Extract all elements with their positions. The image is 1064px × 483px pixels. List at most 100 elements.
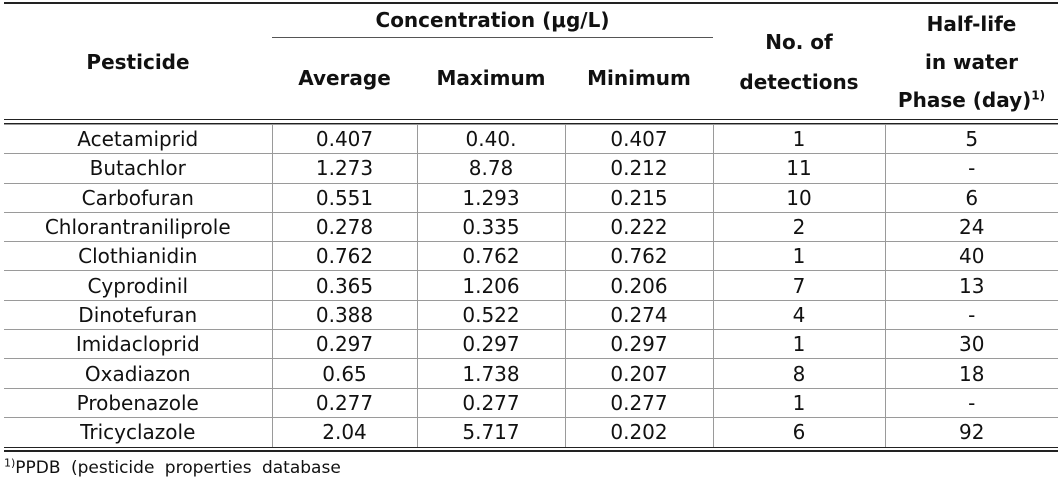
- cell-pesticide: Imidacloprid: [4, 329, 272, 360]
- table-row: Imidacloprid 0.297 0.297 0.297 1 30: [4, 329, 1058, 360]
- cell-minimum: 0.207: [564, 358, 713, 389]
- header-detections: No. of detections: [713, 2, 886, 119]
- table-row: Tricyclazole 2.04 5.717 0.202 6 92: [4, 417, 1058, 447]
- cell-detections: 1: [712, 241, 885, 272]
- header-maximum: Maximum: [436, 66, 546, 91]
- cell-halflife: 40: [884, 241, 1058, 272]
- cell-maximum: 0.522: [416, 300, 565, 331]
- cell-minimum: 0.212: [564, 153, 713, 184]
- header-minimum: Minimum: [587, 66, 691, 91]
- cell-average: 0.278: [271, 212, 417, 243]
- cell-maximum: 8.78: [416, 153, 565, 184]
- cell-maximum: 1.738: [416, 358, 565, 389]
- cell-pesticide: Butachlor: [4, 153, 272, 184]
- table-row: Carbofuran 0.551 1.293 0.215 10 6: [4, 183, 1058, 213]
- cell-maximum: 1.293: [416, 183, 565, 213]
- cell-pesticide: Oxadiazon: [4, 358, 272, 389]
- cell-halflife: 13: [884, 270, 1058, 301]
- cell-minimum: 0.202: [564, 417, 713, 447]
- header-concentration-group: Concentration (μg/L): [272, 2, 714, 38]
- cell-average: 0.365: [271, 270, 417, 301]
- pesticide-table-container: Pesticide Concentration (μg/L) No. of de…: [4, 2, 1059, 478]
- cell-halflife: 6: [884, 183, 1058, 213]
- cell-average: 2.04: [271, 417, 417, 447]
- header-halflife: Half-life in water Phase (day)1): [885, 2, 1059, 119]
- table-row: Chlorantraniliprole 0.278 0.335 0.222 2 24: [4, 212, 1058, 243]
- cell-minimum: 0.407: [564, 123, 713, 155]
- header-detections-line1: No. of: [765, 29, 833, 54]
- header-halflife-line3: Phase (day): [897, 87, 1032, 112]
- table-row: Clothianidin 0.762 0.762 0.762 1 40: [4, 241, 1058, 272]
- cell-minimum: 0.215: [564, 183, 713, 213]
- cell-halflife: 30: [884, 329, 1058, 360]
- table-row: Cyprodinil 0.365 1.206 0.206 7 13: [4, 270, 1058, 301]
- cell-detections: 10: [712, 183, 885, 213]
- cell-detections: 1: [712, 388, 885, 418]
- cell-halflife: -: [884, 300, 1058, 331]
- table-body: Acetamiprid 0.407 0.40. 0.407 1 5 Butachlor 1.2…: [4, 123, 1058, 447]
- table-row: Dinotefuran 0.388 0.522 0.274 4-: [4, 300, 1058, 331]
- cell-detections: 1: [712, 123, 885, 155]
- cell-pesticide: Chlorantraniliprole: [4, 212, 272, 243]
- cell-minimum: 0.274: [564, 300, 713, 331]
- cell-halflife: 24: [884, 212, 1058, 243]
- cell-detections: 4: [712, 300, 885, 331]
- cell-halflife: 5: [884, 123, 1058, 155]
- cell-average: 0.388: [271, 300, 417, 331]
- cell-maximum: 5.717: [416, 417, 565, 447]
- footnote-text: PPDB (pesticide properties database: [15, 457, 341, 478]
- pesticide-concentration-table: Pesticide Concentration (μg/L) No. of de…: [4, 2, 1059, 119]
- cell-detections: 6: [712, 417, 885, 447]
- header-halflife-line3-wrap: Phase (day)1): [885, 81, 1058, 119]
- cell-detections: 2: [712, 212, 885, 243]
- header-average: Average: [298, 66, 391, 91]
- table-row: Oxadiazon 0.65 1.738 0.207 8 18: [4, 358, 1058, 389]
- cell-halflife: -: [884, 388, 1058, 418]
- header-pesticide: Pesticide: [4, 2, 272, 119]
- header-halflife-line1: Half-life: [926, 11, 1017, 36]
- cell-maximum: 0.297: [416, 329, 565, 360]
- cell-pesticide: Clothianidin: [4, 241, 272, 272]
- cell-minimum: 0.222: [564, 212, 713, 243]
- cell-average: 1.273: [271, 153, 417, 184]
- cell-minimum: 0.206: [564, 270, 713, 301]
- cell-minimum: 0.277: [564, 388, 713, 418]
- cell-maximum: 0.335: [416, 212, 565, 243]
- table-row: Acetamiprid 0.407 0.40. 0.407 1 5: [4, 123, 1058, 155]
- table-row: Butachlor 1.273 8.78 0.212 11-: [4, 153, 1058, 184]
- cell-detections: 11: [712, 153, 885, 184]
- header-detections-line2: detections: [739, 69, 859, 94]
- cell-pesticide: Tricyclazole: [80, 420, 196, 445]
- cell-maximum: 0.40.: [416, 123, 565, 155]
- table-row: Probenazole 0.277 0.277 0.277 1-: [4, 388, 1058, 418]
- cell-average: 0.762: [271, 241, 417, 272]
- table-header: Pesticide Concentration (μg/L) No. of de…: [4, 2, 1059, 119]
- cell-detections: 1: [712, 329, 885, 360]
- cell-detections: 7: [712, 270, 885, 301]
- cell-pesticide: Dinotefuran: [4, 300, 272, 331]
- cell-minimum: 0.762: [564, 241, 713, 272]
- cell-maximum: 0.762: [416, 241, 565, 272]
- header-double-rule: [4, 119, 1058, 124]
- cell-halflife: -: [884, 153, 1058, 184]
- header-halflife-footnote-marker: 1): [1031, 87, 1046, 102]
- cell-detections: 8: [712, 358, 885, 389]
- footnote-marker: 1): [4, 456, 16, 470]
- header-halflife-line2: in water: [925, 49, 1019, 74]
- cell-maximum: 0.277: [416, 388, 565, 418]
- cell-average: 0.297: [271, 329, 417, 360]
- footnote: 1)PPDB (pesticide properties database: [4, 456, 1058, 478]
- cell-pesticide: Carbofuran: [4, 183, 272, 213]
- cell-pesticide: Cyprodinil: [4, 270, 272, 301]
- pesticide-data-table: Acetamiprid 0.407 0.40. 0.407 1 5 Butachlor 1.2…: [4, 123, 1058, 447]
- cell-average: 0.551: [271, 183, 417, 213]
- cell-halflife: 18: [884, 358, 1058, 389]
- cell-average: 0.277: [271, 388, 417, 418]
- cell-pesticide: Acetamiprid: [4, 123, 272, 155]
- cell-average: 0.65: [271, 358, 417, 389]
- footer-double-rule: [4, 446, 1058, 452]
- cell-average: 0.407: [271, 123, 417, 155]
- cell-minimum: 0.297: [564, 329, 713, 360]
- cell-halflife: 92: [884, 417, 1058, 447]
- cell-maximum: 1.206: [416, 270, 565, 301]
